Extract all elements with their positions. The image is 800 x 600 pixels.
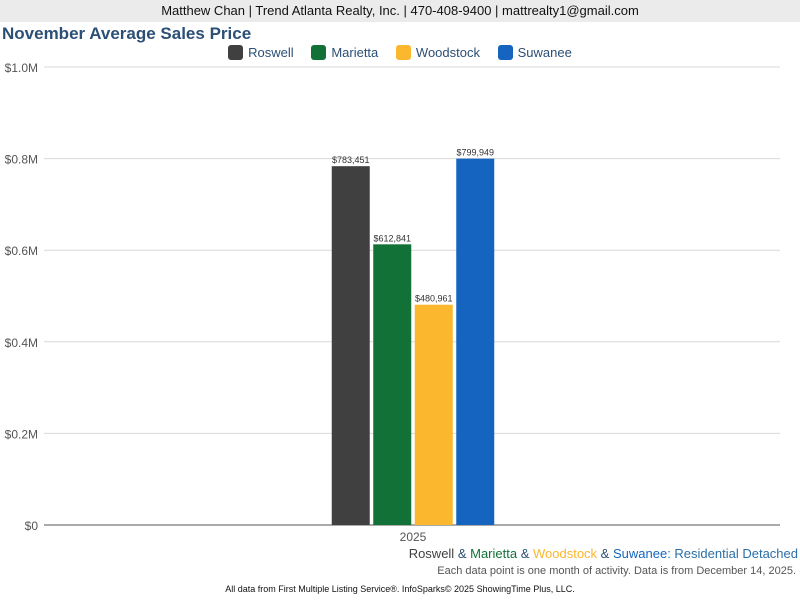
legend: Roswell Marietta Woodstock Suwanee [0,45,800,63]
y-tick-label: $0.2M [5,427,38,441]
subtitle-type: : Residential Detached [667,546,798,561]
legend-woodstock[interactable]: Woodstock [395,45,480,60]
legend-label: Suwanee [517,45,572,60]
subtitle-marietta: Marietta [470,546,518,561]
x-tick-label: 2025 [400,530,427,544]
y-tick-label: $0.4M [5,336,38,350]
y-tick-label: $0 [25,519,39,533]
data-note: Each data point is one month of activity… [437,565,796,577]
y-tick-label: $0.6M [5,244,38,258]
footer: All data from First Multiple Listing Ser… [225,584,575,594]
bar-roswell [331,166,370,525]
bar-suwanee [456,158,495,525]
data-label: $612,841 [373,233,411,243]
subtitle-woodstock: Woodstock [532,546,598,561]
swatch-icon [311,45,327,60]
swatch-icon [228,45,244,60]
legend-roswell[interactable]: Roswell [228,45,294,60]
data-label: $783,451 [332,155,370,165]
chart-title: November Average Sales Price [2,24,252,43]
y-tick-label: $1.0M [5,61,38,75]
chart-subtitle: Roswell & Marietta & Woodstock & Suwanee… [409,546,798,561]
subtitle-sep: & [517,546,533,561]
legend-suwanee[interactable]: Suwanee [497,45,572,60]
subtitle-sep: & [597,546,613,561]
data-label: $799,949 [456,148,494,158]
data-label: $480,961 [415,294,453,304]
y-tick-label: $0.8M [5,153,38,167]
subtitle-suwanee: Suwanee [612,546,668,561]
subtitle-sep: & [454,546,471,561]
contact-header: Matthew Chan | Trend Atlanta Realty, Inc… [0,0,800,22]
legend-label: Woodstock [415,45,480,60]
swatch-icon [395,45,411,60]
bar-marietta [373,244,412,525]
legend-label: Marietta [331,45,379,60]
swatch-icon [497,45,513,60]
legend-marietta[interactable]: Marietta [311,45,378,60]
subtitle-roswell: Roswell [408,546,455,561]
legend-label: Roswell [248,45,294,60]
bar-woodstock [414,304,453,525]
